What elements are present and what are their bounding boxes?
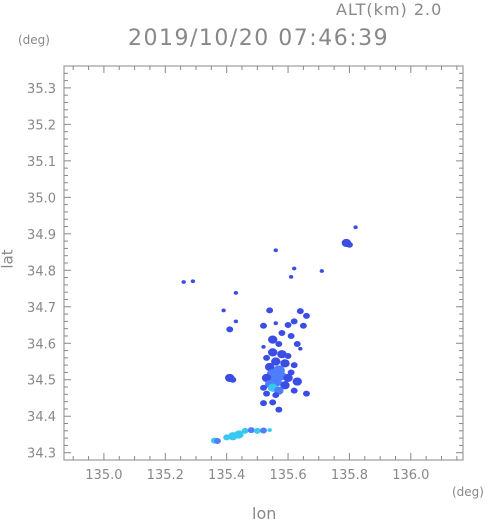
echo-point bbox=[278, 330, 286, 337]
echo-point bbox=[290, 318, 298, 325]
echo-point bbox=[296, 308, 304, 315]
datetime-title: 2019/10/20 07:46:39 bbox=[128, 26, 390, 51]
echo-point bbox=[263, 354, 271, 361]
echo-point bbox=[267, 335, 278, 344]
x-tick-label: 135.4 bbox=[208, 468, 245, 483]
echo-point bbox=[266, 307, 274, 314]
echo-point bbox=[280, 359, 290, 368]
echo-point bbox=[273, 321, 278, 326]
echo-point bbox=[263, 390, 271, 397]
y-tick-label: 34.9 bbox=[27, 228, 56, 243]
altitude-label: ALT(km) 2.0 bbox=[336, 0, 443, 19]
y-tick-label: 34.5 bbox=[27, 374, 56, 389]
echo-point bbox=[253, 427, 261, 434]
echo-points bbox=[181, 225, 358, 445]
echo-point bbox=[290, 362, 298, 369]
echo-point bbox=[319, 269, 325, 273]
x-axis-unit: (deg) bbox=[452, 485, 484, 499]
echo-point bbox=[267, 348, 278, 357]
x-tick-label: 135.2 bbox=[147, 468, 184, 483]
echo-point bbox=[223, 434, 231, 441]
echo-point bbox=[303, 312, 310, 319]
echo-point bbox=[283, 373, 293, 383]
echo-point bbox=[272, 392, 280, 399]
echo-point bbox=[190, 279, 196, 284]
echo-point bbox=[261, 373, 272, 383]
echo-point bbox=[284, 353, 292, 360]
x-tick-label: 135.6 bbox=[269, 468, 306, 483]
echo-point bbox=[267, 428, 272, 432]
echo-point bbox=[288, 274, 294, 279]
echo-point bbox=[299, 322, 307, 329]
echo-point bbox=[269, 399, 277, 406]
echo-point bbox=[284, 322, 292, 329]
y-tick-label: 34.8 bbox=[27, 264, 56, 279]
y-tick-label: 34.4 bbox=[27, 410, 56, 425]
echo-point bbox=[293, 340, 301, 347]
y-tick-label: 34.3 bbox=[27, 447, 56, 462]
echo-point bbox=[303, 390, 310, 397]
y-tick-label: 35.1 bbox=[27, 155, 56, 170]
x-tick-label: 135.8 bbox=[331, 468, 368, 483]
echo-point bbox=[260, 427, 267, 434]
echo-point bbox=[275, 406, 283, 413]
y-axis-ticks: 34.3 34.4 34.5 34.6 34.7 34.8 34.9 35.0 35.1 35.2… bbox=[27, 65, 463, 462]
x-tick-label: 135.0 bbox=[85, 468, 122, 483]
echo-point bbox=[260, 322, 267, 329]
echo-point bbox=[261, 345, 266, 349]
echo-point bbox=[287, 332, 295, 339]
echo-point bbox=[260, 384, 267, 391]
echo-point bbox=[241, 427, 249, 434]
echo-point bbox=[233, 291, 239, 295]
echo-point bbox=[260, 400, 267, 407]
echo-point bbox=[228, 432, 238, 441]
echo-point bbox=[181, 280, 186, 284]
echo-point bbox=[233, 319, 239, 324]
x-axis-title: lon bbox=[252, 504, 277, 523]
echo-point bbox=[298, 346, 303, 351]
y-tick-label: 34.6 bbox=[27, 337, 56, 352]
echo-point bbox=[264, 362, 275, 372]
echo-point bbox=[292, 266, 297, 271]
echo-point bbox=[226, 326, 234, 333]
echo-point bbox=[229, 376, 237, 383]
echo-point bbox=[287, 369, 295, 376]
echo-point bbox=[214, 438, 221, 445]
echo-point bbox=[280, 381, 290, 390]
echo-point bbox=[292, 377, 302, 386]
y-tick-label: 34.7 bbox=[27, 301, 56, 316]
x-axis-ticks: 135.0 135.2 135.4 135.6 135.8 136.0 bbox=[72, 66, 458, 483]
echo-point bbox=[247, 427, 255, 434]
y-axis-unit: (deg) bbox=[18, 33, 50, 47]
y-tick-label: 35.0 bbox=[27, 191, 56, 206]
echo-point bbox=[277, 350, 287, 359]
echo-point bbox=[290, 387, 298, 394]
echo-point bbox=[275, 340, 283, 347]
echo-point bbox=[353, 225, 358, 230]
echo-point bbox=[271, 357, 281, 366]
x-tick-label: 136.0 bbox=[392, 468, 429, 483]
echo-point bbox=[345, 241, 353, 248]
y-tick-label: 35.3 bbox=[27, 82, 56, 97]
echo-point bbox=[273, 248, 278, 253]
echo-point bbox=[221, 308, 226, 313]
y-tick-label: 35.2 bbox=[27, 118, 56, 133]
